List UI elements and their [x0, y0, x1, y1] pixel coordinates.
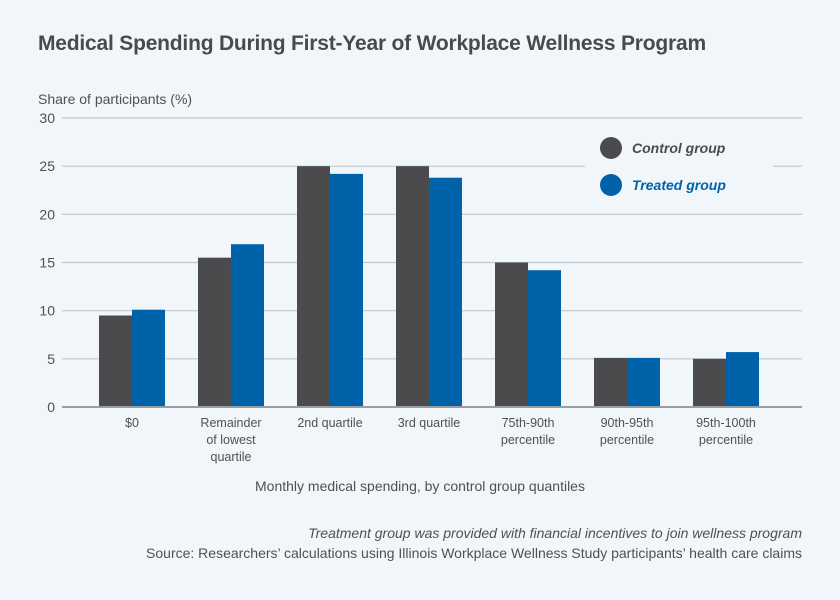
bar-control: [495, 262, 528, 407]
bar-control: [396, 166, 429, 407]
bar-treated: [132, 309, 165, 407]
y-tick-label: 10: [39, 303, 55, 319]
x-tick-label: 75th-90th: [502, 416, 555, 430]
x-axis-label: Monthly medical spending, by control gro…: [255, 478, 585, 494]
y-tick-label: 25: [39, 158, 55, 174]
legend-item-control: Control group: [600, 137, 725, 159]
x-tick-label: 95th-100th: [696, 416, 756, 430]
x-tick-label: 2nd quartile: [297, 416, 362, 430]
x-tick-label: 90th-95th: [601, 416, 654, 430]
bar-control: [99, 315, 132, 407]
x-tick-label: percentile: [501, 433, 555, 447]
bar-treated: [231, 244, 264, 407]
x-tick-label: $0: [125, 416, 139, 430]
x-tick-label: Remainder: [200, 416, 261, 430]
chart-note: Treatment group was provided with financ…: [308, 525, 802, 541]
bar-control: [198, 257, 231, 407]
chart-title: Medical Spending During First-Year of Wo…: [38, 32, 706, 55]
bar-control: [693, 358, 726, 407]
legend-label-treated: Treated group: [632, 177, 726, 193]
bar-control: [594, 357, 627, 407]
bar-treated: [429, 177, 462, 407]
legend-swatch-treated: [600, 174, 622, 196]
y-tick-label: 0: [47, 399, 55, 415]
bar-treated: [330, 173, 363, 407]
chart-source: Source: Researchers’ calculations using …: [146, 545, 802, 561]
bar-treated: [726, 352, 759, 407]
y-tick-label: 15: [39, 255, 55, 271]
legend-swatch-control: [600, 137, 622, 159]
y-tick-label: 30: [39, 110, 55, 126]
bar-control: [297, 166, 330, 407]
y-tick-label: 20: [39, 206, 55, 222]
x-tick-label: 3rd quartile: [398, 416, 461, 430]
bar-treated: [528, 270, 561, 407]
x-tick-label: quartile: [211, 450, 252, 464]
x-tick-label: of lowest: [206, 433, 256, 447]
legend-item-treated: Treated group: [600, 174, 726, 196]
y-tick-label: 5: [47, 351, 55, 367]
x-tick-label: percentile: [699, 433, 753, 447]
legend-label-control: Control group: [632, 140, 726, 156]
y-axis-label: Share of participants (%): [38, 91, 193, 107]
bar-treated: [627, 357, 660, 407]
x-tick-label: percentile: [600, 433, 654, 447]
